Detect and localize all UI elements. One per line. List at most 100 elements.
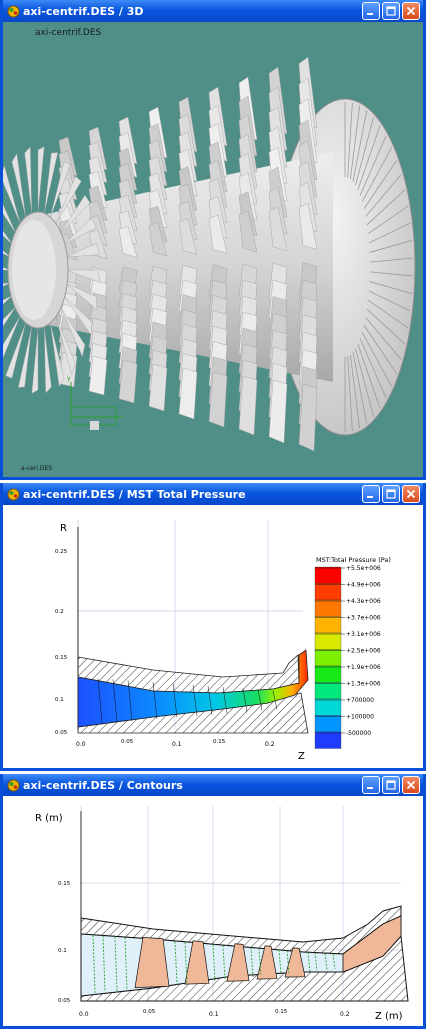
x-tick-label: 0.15 [275, 1009, 288, 1015]
window-3d-view: axi-centrif.DES / 3D axi-centrif.DES a-c… [0, 0, 426, 480]
blade [148, 222, 168, 257]
blade-line [257, 689, 263, 711]
y-tick-label: 0.1 [55, 697, 64, 703]
legend-swatch [314, 698, 342, 716]
axis-label-y: y [67, 375, 71, 382]
fan-blade [63, 295, 93, 336]
window-total-pressure: axi-centrif.DES / MST Total Pressure R Z… [0, 483, 426, 771]
x-tick-label: 0.1 [172, 741, 182, 748]
axis-triad: y [67, 375, 123, 430]
impeller-vane [357, 343, 381, 409]
impeller-vane [349, 354, 361, 429]
minimize-icon [367, 787, 373, 789]
impeller-vane [355, 348, 374, 417]
viewport-3d[interactable]: axi-centrif.DES a-ceri.DES y [3, 22, 423, 477]
minimize-button[interactable] [362, 485, 380, 503]
blade [298, 383, 318, 452]
blade-region [184, 940, 210, 985]
legend-swatch [314, 715, 342, 733]
x-tick-label: 0.2 [340, 1011, 350, 1018]
blade-line [127, 680, 133, 722]
x-ticks: 0.0 0.05 0.1 0.15 0.2 [76, 739, 275, 748]
maximize-button[interactable] [382, 2, 400, 20]
impeller-vane [368, 290, 411, 312]
legend-label: -500000 [346, 730, 371, 737]
y-axis-label: R [60, 523, 67, 534]
fan-blade [17, 326, 32, 388]
blade [298, 203, 318, 250]
flow-passage [77, 649, 309, 728]
impeller-vane [359, 338, 387, 399]
blade-line [222, 945, 226, 980]
legend-swatch [314, 649, 342, 667]
x-tick-label: 0.0 [76, 741, 86, 748]
impeller-vane [365, 174, 402, 217]
maximize-icon [386, 489, 396, 499]
fan-blade [59, 306, 86, 358]
turbomachine-3d-render[interactable]: axi-centrif.DES a-ceri.DES y [3, 22, 423, 477]
blade-region [256, 945, 278, 980]
blade [178, 367, 198, 420]
legend-label: +1.9e+006 [346, 664, 381, 671]
minimize-button[interactable] [362, 2, 380, 20]
maximize-button[interactable] [382, 776, 400, 794]
fan-blade [5, 322, 27, 379]
maximize-icon [386, 780, 396, 790]
impeller-vane [366, 308, 406, 345]
blade [208, 214, 228, 254]
blade-line [174, 941, 178, 985]
fan-blade [65, 269, 100, 283]
blade [88, 355, 108, 396]
blade-region [134, 936, 170, 989]
y-tick-label: 0.1 [58, 948, 67, 954]
close-icon [406, 6, 416, 16]
fan-blade [11, 152, 27, 218]
title-bar[interactable]: axi-centrif.DES / 3D [3, 0, 423, 22]
blade [118, 359, 138, 404]
close-button[interactable] [402, 485, 420, 503]
blade [238, 375, 258, 436]
legend-swatch [314, 566, 342, 584]
maximize-icon [386, 6, 396, 16]
plot-area[interactable]: R (m) Z (m) 0.15 0.1 0.05 0.0 0.05 0.1 0… [3, 796, 423, 1026]
blade-region [226, 943, 250, 982]
fan-blade [3, 306, 17, 327]
blade-line [112, 679, 118, 723]
impeller-vane [347, 356, 353, 432]
fan-blade [37, 146, 45, 213]
impeller-vane [349, 105, 361, 180]
impeller-vane [366, 189, 406, 226]
plot-area[interactable]: R Z 0.25 0.2 0.15 0.1 0.05 0.0 0.05 0.1 … [3, 505, 423, 768]
fan-blade [49, 322, 65, 388]
maximize-button[interactable] [382, 485, 400, 503]
legend-label: +2.5e+006 [346, 648, 381, 655]
fan-blade [3, 282, 11, 287]
blade [268, 206, 288, 251]
blade [238, 210, 258, 253]
legend-swatch [314, 665, 342, 683]
minimize-button[interactable] [362, 776, 380, 794]
blade-region [284, 947, 306, 978]
impeller-vane [369, 281, 413, 295]
title-bar[interactable]: axi-centrif.DES / MST Total Pressure [3, 483, 423, 505]
y-axis-label: R (m) [35, 813, 63, 824]
fan-blade [44, 326, 52, 394]
contours-plot[interactable]: R (m) Z (m) 0.15 0.1 0.05 0.0 0.05 0.1 0… [3, 796, 423, 1026]
fan-blade [24, 146, 32, 214]
close-button[interactable] [402, 2, 420, 20]
impeller-vane [363, 325, 398, 375]
impeller-vane [369, 239, 413, 253]
blade-line [258, 948, 262, 977]
impeller-region [342, 915, 402, 973]
impeller-vane [367, 299, 409, 329]
total-pressure-plot[interactable]: R Z 0.25 0.2 0.15 0.1 0.05 0.0 0.05 0.1 … [3, 505, 423, 768]
close-button[interactable] [402, 776, 420, 794]
y-tick-label: 0.05 [58, 998, 71, 1004]
window-contours: axi-centrif.DES / Contours R (m) Z (m) 0… [0, 774, 426, 1029]
legend-label: +3.1e+006 [346, 631, 381, 638]
title-bar[interactable]: axi-centrif.DES / Contours [3, 774, 423, 796]
blade-line [250, 947, 254, 978]
y-tick-label: 0.2 [55, 609, 64, 615]
app-icon [7, 5, 20, 17]
window-title: axi-centrif.DES / 3D [23, 4, 144, 18]
